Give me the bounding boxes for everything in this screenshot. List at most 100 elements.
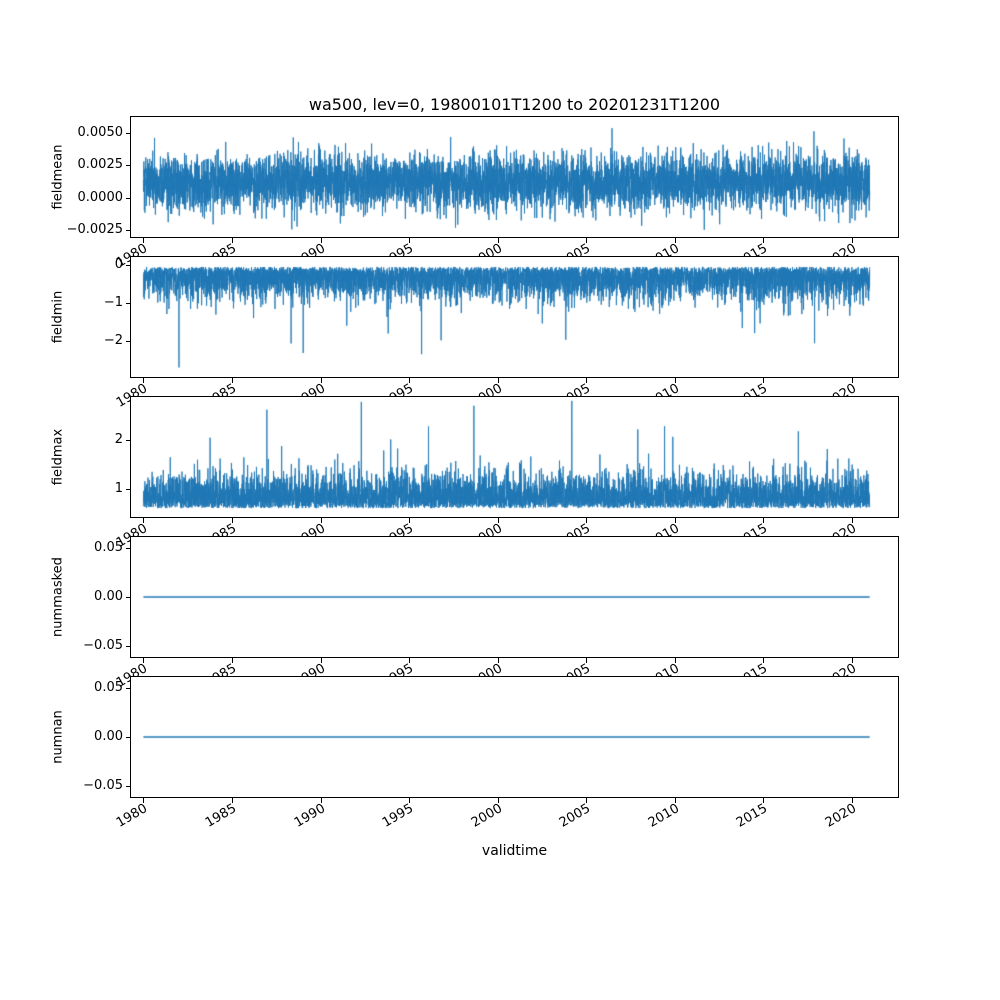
y-tick-mark	[126, 688, 131, 689]
subplot-fieldmax	[130, 396, 899, 518]
x-tick-mark	[143, 378, 144, 383]
y-tick-label: 2	[114, 432, 123, 447]
y-tick-mark	[126, 440, 131, 441]
x-tick-label: 1990	[291, 801, 328, 831]
y-tick-label: 1	[114, 481, 123, 496]
x-tick-mark	[852, 518, 853, 523]
y-tick-label: 0.0000	[77, 190, 124, 205]
x-tick-mark	[586, 798, 587, 803]
ylabel-numnan: numnan	[50, 710, 66, 764]
x-tick-label: 2005	[556, 801, 593, 831]
x-tick-mark	[143, 658, 144, 663]
x-tick-mark	[586, 658, 587, 663]
x-tick-mark	[321, 658, 322, 663]
x-tick-mark	[321, 518, 322, 523]
x-tick-mark	[409, 378, 410, 383]
y-tick-mark	[126, 230, 131, 231]
ylabel-fieldmean: fieldmean	[50, 144, 66, 210]
y-tick-label: 0.0050	[77, 125, 124, 140]
x-tick-mark	[321, 798, 322, 803]
y-tick-label: 0	[114, 257, 123, 272]
x-tick-mark	[675, 238, 676, 243]
y-tick-mark	[126, 265, 131, 266]
x-tick-mark	[763, 518, 764, 523]
y-tick-label: 0.00	[94, 729, 123, 744]
ylabel-fieldmin: fieldmin	[50, 290, 66, 344]
y-tick-mark	[126, 548, 131, 549]
fieldmax-line-plot	[131, 397, 898, 517]
ylabel-nummasked: nummasked	[50, 557, 66, 637]
x-tick-mark	[409, 798, 410, 803]
x-tick-mark	[852, 798, 853, 803]
subplot-nummasked	[130, 536, 899, 658]
x-tick-mark	[498, 378, 499, 383]
fieldmean-line-plot	[131, 117, 898, 237]
nummasked-line-plot	[131, 537, 898, 657]
y-tick-mark	[126, 341, 131, 342]
x-tick-mark	[232, 378, 233, 383]
y-tick-label: 0.05	[94, 540, 123, 555]
y-tick-mark	[126, 133, 131, 134]
y-tick-mark	[126, 597, 131, 598]
x-tick-mark	[763, 658, 764, 663]
x-tick-label: 1995	[379, 801, 416, 831]
x-tick-label: 2010	[645, 801, 682, 831]
x-tick-mark	[321, 378, 322, 383]
x-tick-mark	[232, 658, 233, 663]
x-tick-mark	[498, 798, 499, 803]
x-tick-mark	[498, 238, 499, 243]
x-tick-label: 1985	[202, 801, 239, 831]
x-axis-label: validtime	[481, 843, 548, 859]
x-tick-mark	[232, 238, 233, 243]
y-tick-mark	[126, 165, 131, 166]
subplot-fieldmean	[130, 116, 899, 238]
x-tick-mark	[232, 518, 233, 523]
y-tick-mark	[126, 737, 131, 738]
y-tick-label: −1	[103, 295, 123, 310]
x-tick-mark	[498, 518, 499, 523]
x-tick-label: 2015	[733, 801, 770, 831]
x-tick-mark	[675, 798, 676, 803]
x-tick-mark	[852, 238, 853, 243]
x-tick-mark	[143, 518, 144, 523]
x-tick-mark	[852, 658, 853, 663]
y-tick-label: −0.0025	[66, 222, 123, 237]
numnan-line-plot	[131, 677, 898, 797]
x-tick-mark	[498, 658, 499, 663]
subplot-fieldmin	[130, 256, 899, 378]
x-tick-mark	[586, 518, 587, 523]
x-tick-mark	[586, 238, 587, 243]
chart-title: wa500, lev=0, 19800101T1200 to 20201231T…	[308, 95, 721, 114]
x-tick-label: 1980	[113, 801, 150, 831]
y-tick-mark	[126, 489, 131, 490]
x-tick-label: 2020	[822, 801, 859, 831]
ylabel-fieldmax: fieldmax	[50, 428, 66, 486]
x-tick-mark	[675, 378, 676, 383]
x-tick-mark	[763, 798, 764, 803]
x-tick-mark	[143, 238, 144, 243]
y-tick-label: 0.05	[94, 680, 123, 695]
x-tick-mark	[586, 378, 587, 383]
y-tick-label: 0.00	[94, 589, 123, 604]
x-tick-mark	[409, 238, 410, 243]
y-tick-mark	[126, 198, 131, 199]
y-tick-label: −0.05	[83, 638, 123, 653]
x-tick-mark	[232, 798, 233, 803]
y-tick-label: −2	[103, 333, 123, 348]
x-tick-mark	[143, 798, 144, 803]
x-tick-label: 2000	[468, 801, 505, 831]
fieldmin-line-plot	[131, 257, 898, 377]
y-tick-mark	[126, 303, 131, 304]
y-tick-label: 0.0025	[77, 157, 124, 172]
x-tick-mark	[409, 518, 410, 523]
x-tick-mark	[763, 378, 764, 383]
y-tick-mark	[126, 786, 131, 787]
x-tick-mark	[321, 238, 322, 243]
y-tick-mark	[126, 646, 131, 647]
y-tick-label: −0.05	[83, 778, 123, 793]
subplot-numnan	[130, 676, 899, 798]
x-tick-mark	[675, 518, 676, 523]
x-tick-mark	[409, 658, 410, 663]
